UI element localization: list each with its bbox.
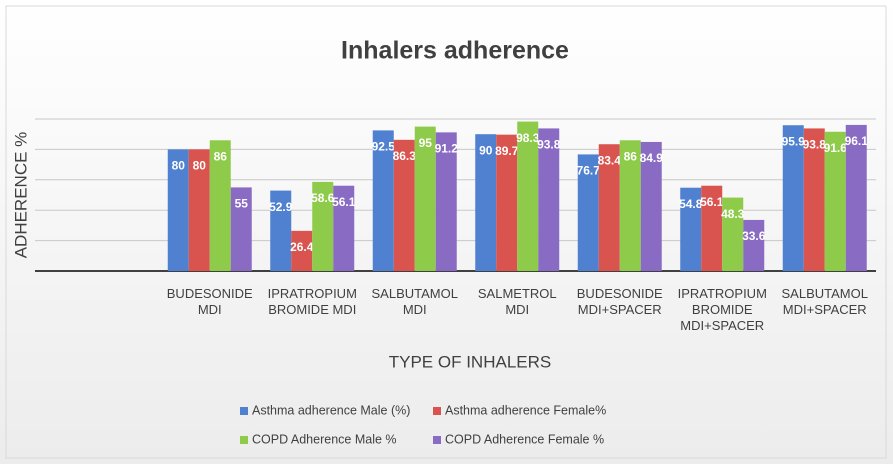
data-label: 54.8	[679, 197, 703, 211]
bar	[782, 125, 804, 272]
data-label: 48.3	[721, 207, 745, 221]
data-label: 52.9	[269, 200, 293, 214]
x-tick-label: BUDESONIDE MDI	[166, 286, 253, 317]
bar	[619, 140, 641, 271]
bar	[209, 140, 231, 271]
bar	[598, 144, 620, 271]
data-label: 86	[214, 149, 228, 163]
bar	[414, 126, 436, 271]
bar	[291, 230, 313, 271]
data-label: 98.3	[516, 131, 540, 145]
data-label: 95	[419, 136, 433, 150]
bar	[680, 187, 702, 271]
data-label: 86	[624, 149, 638, 163]
legend-swatch	[433, 407, 441, 415]
chart-frame	[5, 5, 887, 459]
data-label: 89.7	[495, 144, 519, 158]
legend-label: COPD Adherence Female %	[445, 432, 604, 446]
bar	[270, 190, 292, 271]
data-label: 33.6	[742, 229, 766, 243]
data-label: 84.9	[640, 151, 664, 165]
bar	[824, 131, 846, 271]
legend-swatch	[240, 436, 248, 444]
bar	[435, 132, 457, 271]
data-label: 96.1	[845, 134, 869, 148]
data-label: 90	[479, 143, 493, 157]
x-tick-label: BUDESONIDE MDI+SPACER	[576, 286, 663, 317]
x-tick-label: SALBUTAMOL MDI	[371, 286, 458, 317]
data-label: 26.4	[290, 240, 314, 254]
bar	[577, 154, 599, 271]
bar	[803, 128, 825, 271]
x-tick-label: SALMETROL MDI	[477, 286, 557, 317]
data-label: 83.4	[598, 153, 622, 167]
bar	[743, 219, 765, 271]
legend-label: COPD Adherence Male %	[252, 432, 397, 446]
x-tick-label: SALBUTAMOL MDI+SPACER	[781, 286, 868, 317]
data-label: 80	[193, 159, 207, 173]
x-tick-label: IPRATROPIUM BROMIDE MDI	[267, 286, 357, 317]
data-label: 91.6	[824, 141, 848, 155]
bar	[538, 128, 560, 271]
legend-swatch	[240, 407, 248, 415]
data-label: 91.2	[435, 142, 459, 156]
bar	[517, 121, 539, 271]
chart-title: Inhalers adherence	[341, 37, 569, 65]
x-axis-title: TYPE OF INHALERS	[389, 352, 551, 371]
data-label: 93.8	[803, 138, 827, 152]
x-tick-label: IPRATROPIUM BROMIDE MDI+SPACER	[677, 286, 767, 333]
data-label: 55	[235, 197, 249, 211]
bar	[372, 130, 394, 271]
bar	[393, 139, 415, 271]
bar	[475, 134, 497, 271]
bar	[722, 197, 744, 271]
legend-label: Asthma adherence Female%	[445, 403, 606, 417]
legend-swatch	[433, 436, 441, 444]
bar	[496, 134, 518, 271]
data-label: 86.3	[393, 149, 417, 163]
data-label: 76.7	[577, 164, 601, 178]
bar	[845, 124, 867, 271]
bar	[701, 185, 723, 271]
bar	[640, 141, 662, 271]
bar	[333, 185, 355, 271]
legend-label: Asthma adherence Male (%)	[252, 403, 410, 417]
bar	[230, 187, 252, 271]
data-label: 58.6	[311, 191, 335, 205]
data-label: 93.8	[537, 138, 561, 152]
y-axis-title: ADHERENCE %	[11, 132, 30, 259]
bar	[167, 149, 189, 271]
data-label: 56.1	[332, 195, 356, 209]
bar	[188, 149, 210, 271]
data-label: 80	[172, 159, 186, 173]
data-label: 92.5	[372, 140, 396, 154]
data-label: 95.9	[782, 134, 806, 148]
data-label: 56.1	[700, 195, 724, 209]
bar	[312, 181, 334, 271]
